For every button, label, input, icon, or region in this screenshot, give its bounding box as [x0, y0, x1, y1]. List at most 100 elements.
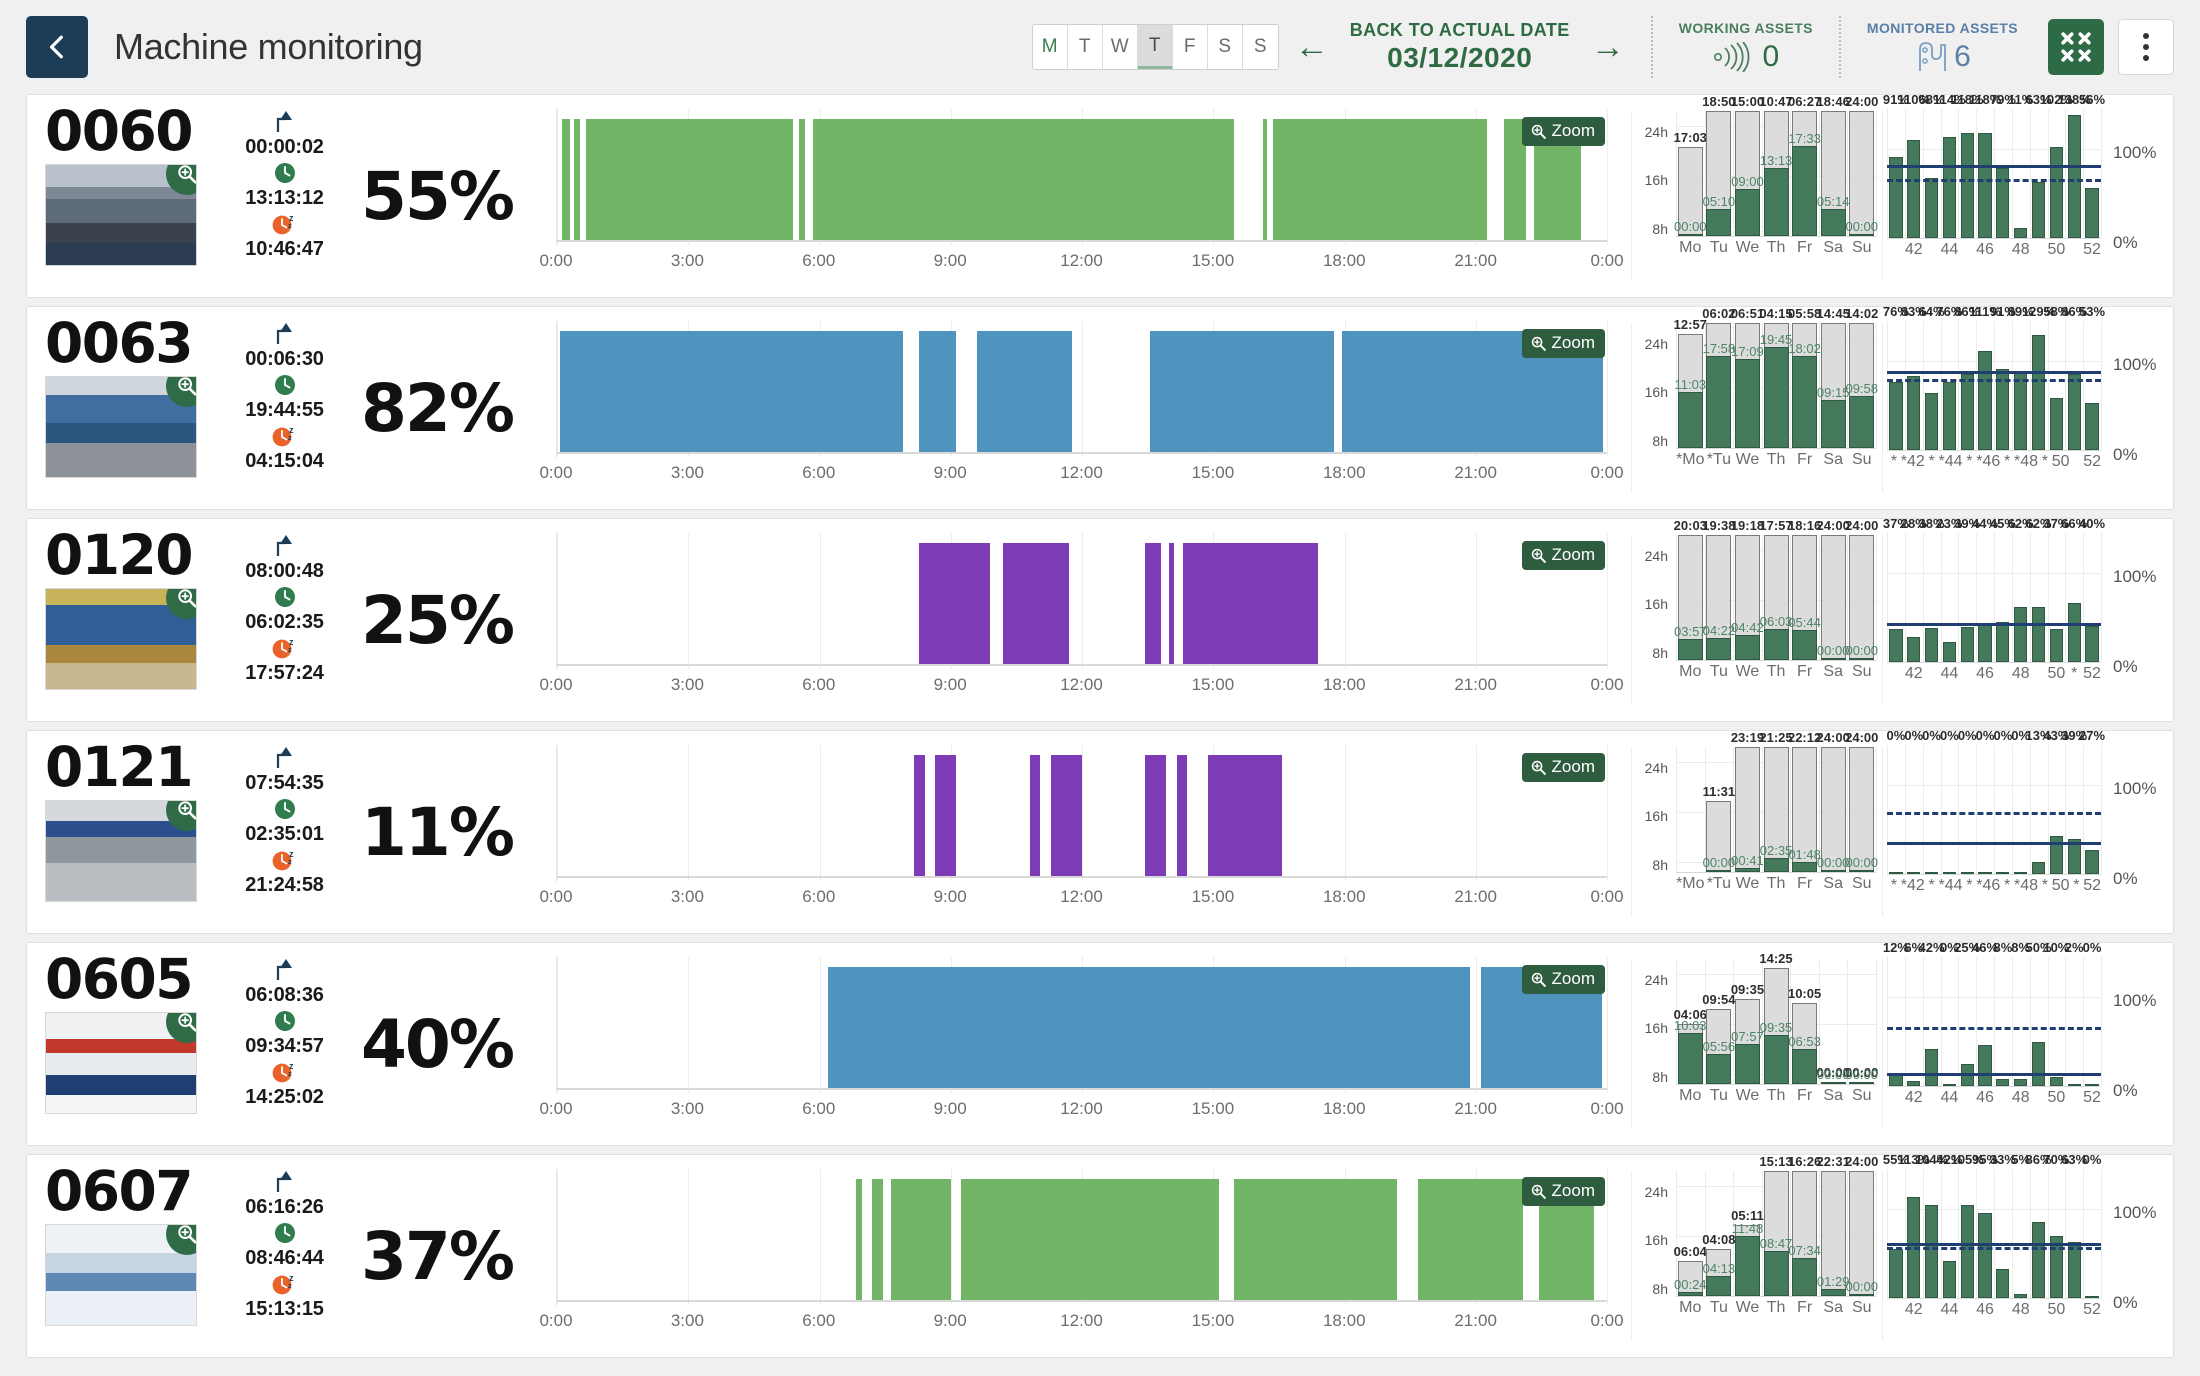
timeline-segment: [827, 967, 1471, 1089]
weekly-hours-chart[interactable]: 24h 16h 8h 12:57 11:03 06:02 17:58 06:51 17:09 04…: [1632, 307, 1882, 509]
weekly-hours-xtick: Sa: [1823, 239, 1843, 256]
weekly-production-label: 00:00: [1845, 1067, 1879, 1082]
weekday-0[interactable]: M: [1032, 25, 1068, 69]
weekly-hours-bar: 19:38 04:22: [1702, 519, 1735, 660]
weekly-percent-bar: 86%: [2026, 1155, 2052, 1298]
weekly-percent-plot: 91% 110% 68% 114% 118% 118% 79% 11% 63% 102% 138% 5…: [1883, 95, 2105, 239]
weekly-percent-xtick: [2030, 1089, 2048, 1107]
timeline-zoom-button[interactable]: Zoom: [1521, 965, 1605, 994]
weekly-total-label: 06:04: [1673, 1244, 1707, 1259]
machine-row[interactable]: 0605 06:08:36 09:34:57 z z 14:25:02 40% Zoom 0:0…: [26, 942, 2174, 1146]
weekly-hours-ytick: 24h: [1644, 547, 1668, 564]
timeline-zoom-button[interactable]: Zoom: [1521, 1177, 1605, 1206]
daily-timeline-chart[interactable]: Zoom 0:00 3:00 6:00 9:00 12:00 15:00 18:00 21:00…: [532, 519, 1631, 721]
weekly-percent-column: 118%: [1951, 95, 1983, 238]
machine-row[interactable]: 0607 06:16:26 08:46:44 z z 15:13:15 37% Zoom 0:0…: [26, 1154, 2174, 1358]
weekly-percent-label: 89%: [2007, 306, 2034, 319]
machine-row[interactable]: 0060 00:00:02 13:13:12 z z 10:46:47 55% Zoom 0:0…: [26, 94, 2174, 298]
weekly-hours-xtick: Tu: [1709, 1299, 1728, 1316]
weekly-hours-xtick: Mo: [1679, 239, 1702, 256]
daily-timeline-chart[interactable]: Zoom 0:00 3:00 6:00 9:00 12:00 15:00 18:00 21:00…: [532, 1155, 1631, 1357]
weekly-hours-yaxis: 24h 16h 8h: [1634, 329, 1668, 451]
weekly-percent-xtick: *: [1966, 453, 1973, 470]
weekly-total-label: 04:06: [1673, 1007, 1707, 1022]
weekly-percent-bar: 138%: [2058, 95, 2091, 238]
weekly-production-label: 07:34: [1788, 1242, 1821, 1258]
timeline-segment: [1003, 543, 1070, 665]
chevron-left-icon: [49, 35, 63, 59]
weekly-percent-chart[interactable]: 100% 0% 0% 0% 0% 0% 0% 0% 0% 0% 13% 43% 39% 27% * *42 * *…: [1883, 731, 2173, 933]
more-options-button[interactable]: [2118, 19, 2174, 75]
collapse-view-button[interactable]: [2048, 19, 2104, 75]
machine-thumbnail[interactable]: [45, 1011, 197, 1114]
weekly-percent-column: 66%: [2061, 519, 2087, 662]
weekday-5[interactable]: S: [1207, 25, 1243, 69]
weekday-4[interactable]: F: [1172, 25, 1208, 69]
weekday-3[interactable]: T: [1137, 25, 1173, 69]
timeline-zoom-button[interactable]: Zoom: [1521, 329, 1605, 358]
weekly-production-label: 05:14: [1816, 193, 1850, 209]
timeline-zoom-button[interactable]: Zoom: [1521, 541, 1605, 570]
timeline-plot: [556, 533, 1608, 669]
timeline-tick: 6:00: [802, 251, 836, 270]
machine-thumbnail[interactable]: [45, 1223, 197, 1326]
weekly-hours-xaxis: Mo Tu We Th Fr Sa Su: [1676, 239, 1876, 257]
timeline-zoom-button[interactable]: Zoom: [1521, 753, 1605, 782]
daily-timeline-chart[interactable]: Zoom 0:00 3:00 6:00 9:00 12:00 15:00 18:00 21:00…: [532, 943, 1631, 1145]
weekday-2[interactable]: W: [1102, 25, 1138, 69]
weekly-percent-bar: 12%: [1883, 943, 1909, 1086]
daily-timeline-chart[interactable]: Zoom 0:00 3:00 6:00 9:00 12:00 15:00 18:00 21:00…: [532, 307, 1631, 509]
weekly-percent-yaxis: 100% 0%: [2113, 113, 2169, 252]
weekday-1[interactable]: T: [1067, 25, 1103, 69]
machine-thumbnail[interactable]: [45, 163, 197, 266]
production-time: 02:35:01: [245, 823, 324, 845]
weekly-hours-plot: 06:04 00:24 04:08 04:13 05:11 11:48 15:13 08:47…: [1673, 1155, 1878, 1297]
thumbnail-zoom-button[interactable]: [166, 588, 196, 619]
weekly-total-label: 19:18: [1730, 518, 1765, 533]
svg-text:z: z: [288, 1071, 292, 1078]
weekly-hours-xtick: Fr: [1797, 663, 1813, 680]
weekly-percent-chart[interactable]: 100% 0% 55% 113% 104% 42% 105% 95% 33% 5% 86% 70% 63…: [1883, 1155, 2173, 1357]
next-date-arrow[interactable]: →: [1590, 28, 1625, 66]
weekly-hours-chart[interactable]: 24h 16h 8h 11:31 00:00 23:19 00:41 21:25 02:35 22…: [1632, 731, 1882, 933]
weekly-percent-chart[interactable]: 100% 0% 76% 83% 64% 76% 86% 111% 91% 89% 129% 58% 86…: [1883, 307, 2173, 509]
weekly-hours-chart[interactable]: 24h 16h 8h 17:03 00:00 18:50 05:10 15:00 09:00 10…: [1632, 95, 1882, 297]
green-clock-icon: [273, 1220, 297, 1246]
weekday-6[interactable]: S: [1242, 25, 1278, 69]
timeline-segment: [573, 119, 581, 241]
machine-row[interactable]: 0120 08:00:48 06:02:35 z z 17:57:24 25% Zoom 0:0…: [26, 518, 2174, 722]
weekly-percent-xtick: [2065, 1089, 2083, 1107]
weekly-percent-chart[interactable]: 100% 0% 12% 6% 42% 0% 25% 46% 8% 8% 50% 10% 2% 0% 42 44…: [1883, 943, 2173, 1145]
weekly-hours-bar: 10:47 13:13: [1759, 95, 1793, 236]
date-selector[interactable]: BACK TO ACTUAL DATE 03/12/2020: [1345, 20, 1575, 74]
green-clock-icon: [273, 584, 297, 610]
weekly-production-fill: 00:00: [1817, 643, 1849, 660]
daily-timeline-chart[interactable]: Zoom 0:00 3:00 6:00 9:00 12:00 15:00 18:00 21:00…: [532, 731, 1631, 933]
daily-timeline-chart[interactable]: Zoom 0:00 3:00 6:00 9:00 12:00 15:00 18:00 21:00…: [532, 95, 1631, 297]
back-button[interactable]: [26, 16, 88, 78]
machine-identity: 0060: [27, 95, 227, 297]
timeline-zoom-button[interactable]: Zoom: [1521, 117, 1605, 146]
weekly-hours-chart[interactable]: 24h 16h 8h 06:04 00:24 04:08 04:13 05:11 11:48 15…: [1632, 1155, 1882, 1357]
machine-row[interactable]: 0063 00:06:30 19:44:55 z z 04:15:04 82% Zoom 0:0…: [26, 306, 2174, 510]
timeline-tick: 9:00: [933, 1311, 967, 1330]
weekly-percent-bar: 27%: [2079, 731, 2105, 874]
machine-thumbnail[interactable]: [45, 799, 197, 902]
machine-thumbnail[interactable]: [45, 587, 197, 690]
weekly-hours-xtick: We: [1735, 663, 1760, 680]
machine-row[interactable]: 0121 07:54:35 02:35:01 z z 21:24:58 11% Zoom 0:0…: [26, 730, 2174, 934]
prev-date-arrow[interactable]: ←: [1294, 28, 1329, 66]
weekly-percent-bar: 58%: [2043, 307, 2069, 450]
weekly-percent-chart[interactable]: 100% 0% 91% 110% 68% 114% 118% 118% 79% 11% 63% 102…: [1883, 95, 2173, 297]
weekly-percent-chart[interactable]: 100% 0% 37% 28% 38% 23% 39% 44% 45% 62% 62% 37% 66% 4…: [1883, 519, 2173, 721]
weekly-hours-bar: 24:00 00:00: [1845, 95, 1878, 236]
weekly-hours-chart[interactable]: 24h 16h 8h 20:03 03:57 19:38 04:22 19:18 04:42 17…: [1632, 519, 1882, 721]
machine-thumbnail[interactable]: [45, 375, 197, 478]
weekly-hours-xtick: Fr: [1797, 1087, 1813, 1104]
weekly-hours-chart[interactable]: 24h 16h 8h 04:06 10:03 09:54 05:56 09:35 07:57 14…: [1632, 943, 1882, 1145]
weekly-percent-xtick: *46: [1976, 877, 2001, 894]
weekly-hours-ytick: 8h: [1652, 1069, 1668, 1086]
